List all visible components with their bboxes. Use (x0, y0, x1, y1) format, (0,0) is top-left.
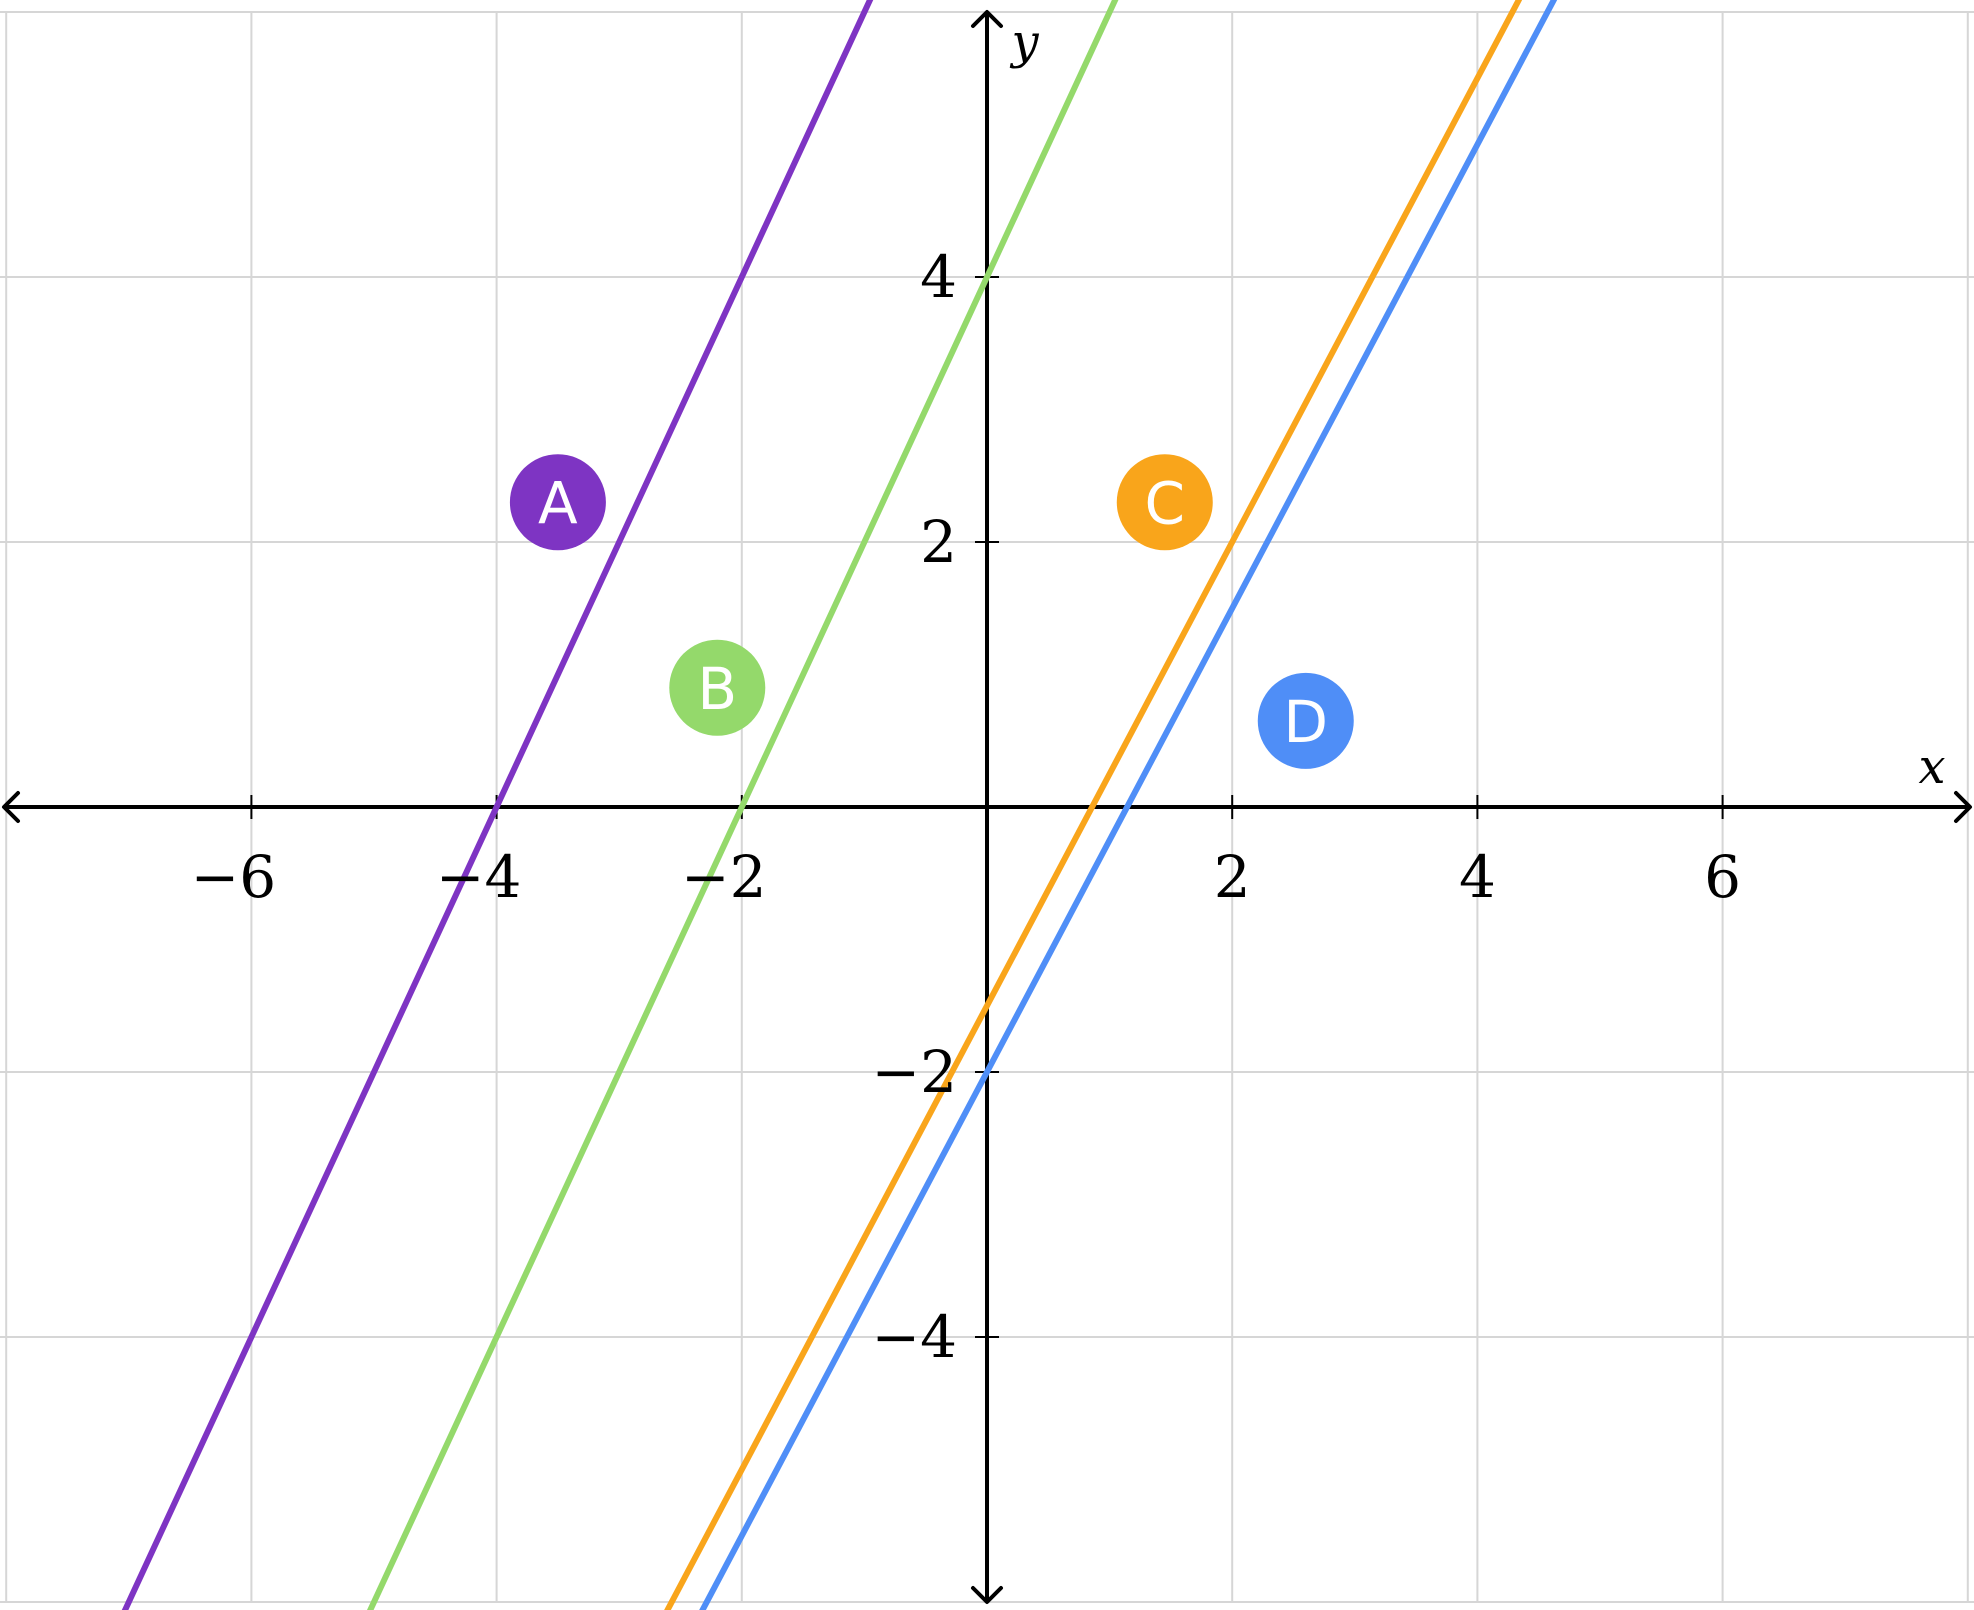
y-tick-label: −2 (872, 1038, 958, 1106)
y-axis-label: y (1009, 14, 1039, 70)
line-label-text: B (697, 655, 737, 723)
y-tick-label: 4 (920, 243, 957, 311)
tick-labels: x y −6 −4 −2 2 4 6 −4 −2 2 4 (191, 14, 1946, 1371)
x-tick-label: −2 (681, 843, 767, 911)
x-tick-label: 6 (1704, 843, 1741, 911)
line-labels: A B C D (509, 454, 1354, 769)
y-tick-label: 2 (920, 508, 957, 576)
x-tick-label: 4 (1459, 843, 1496, 911)
lines (121, 0, 1558, 1610)
line-b (366, 0, 1119, 1610)
line-label-text: D (1283, 688, 1328, 756)
y-axis-arrow-down (971, 1586, 1003, 1604)
x-axis-arrow-left (2, 791, 20, 823)
x-axis-label: x (1918, 739, 1945, 795)
line-label-badge-a (509, 454, 606, 551)
line-c (664, 0, 1523, 1610)
y-tick-label: −4 (872, 1303, 958, 1371)
line-label-badge-b (669, 639, 766, 736)
line-label-badge-c (1116, 454, 1213, 551)
line-label-text: C (1145, 469, 1186, 537)
x-tick-label: −4 (436, 843, 522, 911)
line-label-badge-d (1257, 672, 1354, 769)
axes (2, 10, 1972, 1604)
y-axis-arrow-up (971, 10, 1003, 28)
x-axis-arrow-right (1954, 791, 1972, 823)
x-tick-label: 2 (1214, 843, 1251, 911)
line-a (121, 0, 874, 1610)
line-label-text: A (538, 469, 578, 537)
line-d (699, 0, 1558, 1610)
x-tick-label: −6 (191, 843, 277, 911)
